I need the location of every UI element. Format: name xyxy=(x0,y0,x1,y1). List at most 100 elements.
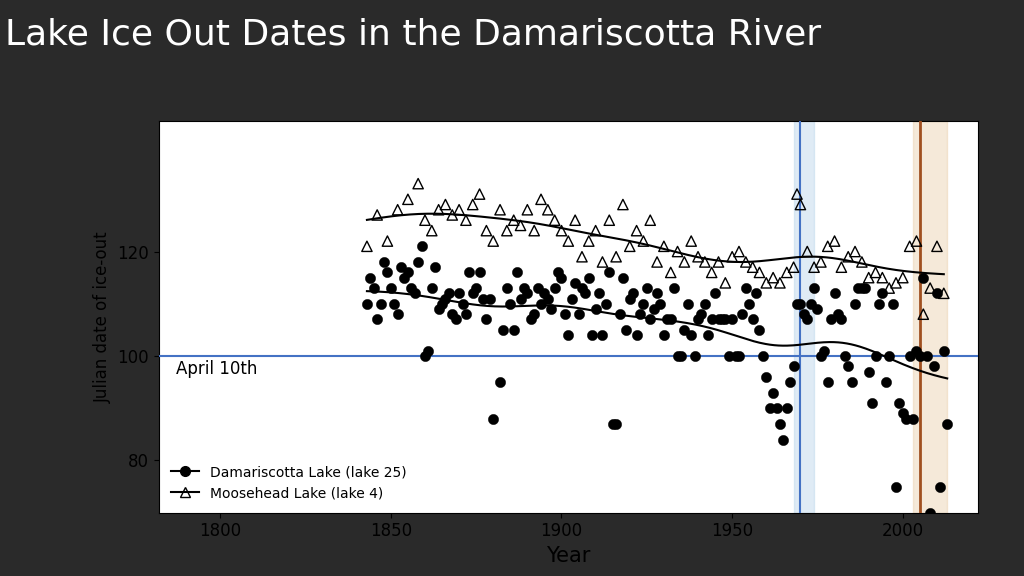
Point xyxy=(509,268,525,277)
Point xyxy=(512,294,528,303)
Point xyxy=(557,309,573,319)
Point xyxy=(854,257,870,267)
Point xyxy=(775,435,792,444)
Point xyxy=(711,257,727,267)
Point xyxy=(427,263,443,272)
Point xyxy=(458,215,474,225)
Point xyxy=(519,205,536,214)
Point xyxy=(823,315,840,324)
Point xyxy=(366,283,382,293)
X-axis label: Year: Year xyxy=(546,546,591,566)
Point xyxy=(465,200,481,209)
Point xyxy=(700,331,717,340)
Point xyxy=(389,205,406,214)
Point xyxy=(629,331,645,340)
Point xyxy=(540,205,556,214)
Point xyxy=(676,325,692,335)
Point xyxy=(891,399,907,408)
Point xyxy=(878,377,894,386)
Point xyxy=(782,377,799,386)
Point xyxy=(455,299,471,308)
Point xyxy=(895,273,911,282)
Point xyxy=(707,289,723,298)
Point xyxy=(895,409,911,418)
Bar xyxy=(913,121,947,513)
Point xyxy=(625,289,641,298)
Point xyxy=(369,210,385,219)
Point xyxy=(516,283,532,293)
Point xyxy=(744,263,761,272)
Point xyxy=(826,289,843,298)
Point xyxy=(373,299,389,308)
Point xyxy=(581,273,597,282)
Point xyxy=(819,377,836,386)
Point xyxy=(864,399,881,408)
Point xyxy=(553,226,569,235)
Point xyxy=(642,215,658,225)
Point xyxy=(655,242,672,251)
Point xyxy=(529,283,546,293)
Point xyxy=(663,315,679,324)
Point xyxy=(765,273,781,282)
Point xyxy=(588,304,604,313)
Point xyxy=(444,309,461,319)
Point xyxy=(847,247,863,256)
Point xyxy=(901,242,918,251)
Point xyxy=(840,362,856,371)
Point xyxy=(772,278,788,287)
Point xyxy=(519,289,536,298)
Point xyxy=(724,315,740,324)
Point xyxy=(819,242,836,251)
Point xyxy=(594,257,610,267)
Point xyxy=(379,268,395,277)
Point xyxy=(614,200,631,209)
Point xyxy=(911,351,928,361)
Point xyxy=(506,325,522,335)
Point xyxy=(403,283,420,293)
Point xyxy=(492,377,508,386)
Point xyxy=(724,252,740,262)
Point xyxy=(717,278,733,287)
Point xyxy=(512,221,528,230)
Point xyxy=(478,315,495,324)
Point xyxy=(778,404,795,413)
Point xyxy=(649,257,666,267)
Point xyxy=(915,309,932,319)
Point xyxy=(386,299,402,308)
Point xyxy=(721,351,737,361)
Point xyxy=(437,200,454,209)
Point xyxy=(829,309,846,319)
Point xyxy=(369,315,385,324)
Point xyxy=(676,257,692,267)
Point xyxy=(936,346,952,355)
Point xyxy=(696,257,713,267)
Point xyxy=(806,283,822,293)
Point xyxy=(659,315,676,324)
Point xyxy=(813,351,829,361)
Point xyxy=(417,351,433,361)
Point xyxy=(854,283,870,293)
Point xyxy=(860,367,877,376)
Point xyxy=(437,294,454,303)
Point xyxy=(731,351,748,361)
Point xyxy=(471,268,487,277)
Point xyxy=(778,268,795,277)
Point xyxy=(645,304,662,313)
Point xyxy=(905,414,922,423)
Point xyxy=(840,252,856,262)
Point xyxy=(834,315,850,324)
Point xyxy=(362,273,379,282)
Point xyxy=(874,273,891,282)
Point xyxy=(622,294,638,303)
Point xyxy=(652,299,669,308)
Point xyxy=(785,263,802,272)
Point xyxy=(526,226,543,235)
Point xyxy=(765,388,781,397)
Point xyxy=(543,304,559,313)
Point xyxy=(860,273,877,282)
Point xyxy=(744,315,761,324)
Point xyxy=(663,268,679,277)
Point xyxy=(683,331,699,340)
Point xyxy=(451,289,467,298)
Point xyxy=(499,283,515,293)
